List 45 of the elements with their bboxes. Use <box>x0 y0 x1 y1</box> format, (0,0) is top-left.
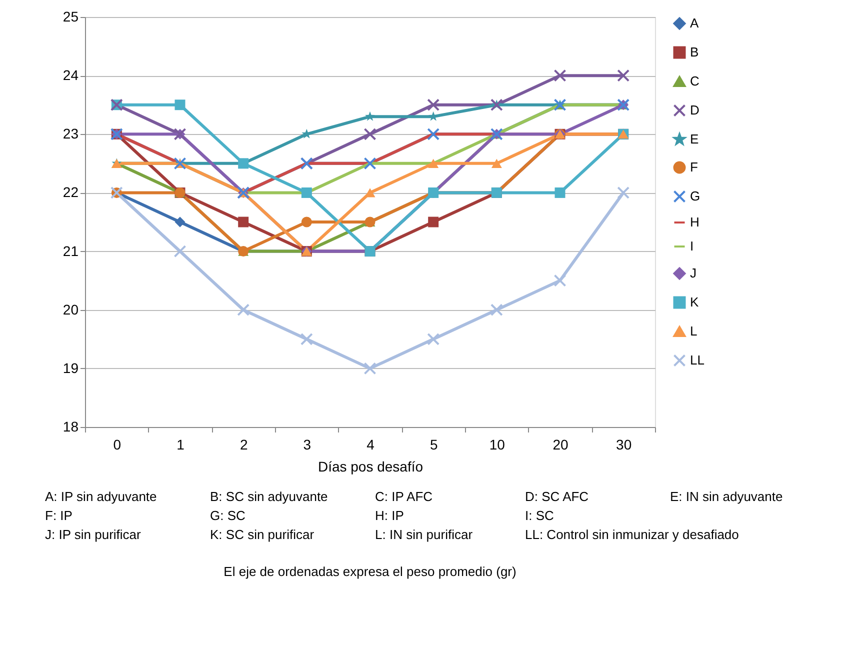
x-tick-label: 20 <box>552 436 568 452</box>
x-tick-label: 1 <box>176 436 185 452</box>
y-tick-label: 21 <box>62 242 79 259</box>
legend-label: G <box>690 188 700 204</box>
y-tick-label: 25 <box>62 8 79 24</box>
legend-label: J <box>690 266 696 280</box>
y-tick-label: 20 <box>62 301 79 318</box>
y-tick-label: 22 <box>62 184 79 200</box>
legend-label: L <box>690 324 698 338</box>
x-tick-label: 5 <box>430 436 438 452</box>
x-tick-label: 0 <box>113 436 122 452</box>
legend-label: LL <box>690 352 704 368</box>
text: LL: Control sin inmunizar y desafiado <box>525 527 739 542</box>
text: C: IP AFC <box>375 489 433 504</box>
y-tick-label: 19 <box>62 360 79 376</box>
text: J: IP sin purificar <box>45 527 142 542</box>
text: H: IP <box>375 508 404 523</box>
x-tick-label: 3 <box>303 436 312 452</box>
legend-label: B <box>690 44 699 60</box>
text: E: IN sin adyuvante <box>670 489 783 504</box>
text: I: SC <box>525 508 554 523</box>
text: K: SC sin purificar <box>210 527 315 542</box>
text: El eje de ordenadas expresa el peso promedio (gr) <box>224 564 516 579</box>
legend-label: E <box>690 132 699 146</box>
x-tick-label: 30 <box>616 436 632 452</box>
legend-label: I <box>690 238 694 254</box>
text: A: IP sin adyuvante <box>45 489 157 504</box>
x-axis-title: Días pos desafío <box>318 458 424 474</box>
legend-label: D <box>690 102 700 118</box>
text: F: IP <box>45 508 72 523</box>
text: B: SC sin adyuvante <box>210 489 328 504</box>
legend-label: F <box>690 160 698 174</box>
legend-label: H <box>690 214 700 230</box>
legend-label: A <box>690 16 699 30</box>
text: L: IN sin purificar <box>375 527 474 542</box>
x-tick-label: 4 <box>366 436 375 452</box>
x-tick-label: 2 <box>240 436 248 452</box>
y-tick-label: 23 <box>62 126 79 142</box>
x-tick-label: 10 <box>489 436 506 452</box>
y-tick-label: 18 <box>62 418 79 434</box>
text: D: SC AFC <box>525 489 589 504</box>
legend-label: K <box>690 294 699 310</box>
text: G: SC <box>210 508 246 523</box>
legend-label: C <box>690 74 700 88</box>
y-tick-label: 24 <box>62 67 79 84</box>
